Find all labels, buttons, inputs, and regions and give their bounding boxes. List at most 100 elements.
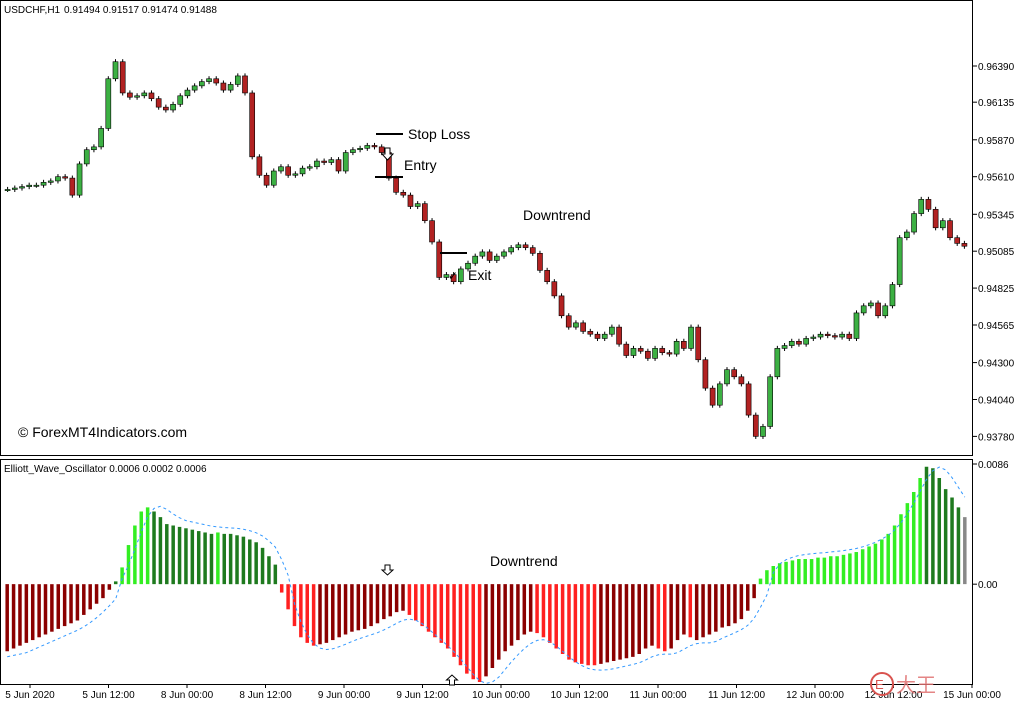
candle-body xyxy=(486,251,493,261)
candle-body xyxy=(774,348,781,378)
candle-body xyxy=(285,166,291,176)
candle-body xyxy=(573,322,579,328)
candle-body xyxy=(364,145,371,149)
candle-body xyxy=(422,203,428,221)
candle-body xyxy=(889,284,896,307)
oscillator-entry-arrow-icon xyxy=(380,564,395,576)
candle-body xyxy=(645,350,651,359)
candle-body xyxy=(493,255,500,261)
candle-body xyxy=(378,146,385,153)
candle-body xyxy=(637,348,644,352)
candle-body xyxy=(781,345,788,349)
candle-body xyxy=(155,98,162,108)
time-axis: 5 Jun 2020 5 Jun 12:00 8 Jun 00:00 8 Jun 12… xyxy=(5,684,1001,701)
candle-body xyxy=(112,61,119,80)
time-tick-label: 10 Jun 00:00 xyxy=(472,690,530,701)
candle-body xyxy=(932,209,939,229)
candle-body xyxy=(350,149,356,153)
candle-body xyxy=(882,305,889,317)
stop-loss-label: Stop Loss xyxy=(408,126,470,142)
candle-body xyxy=(414,203,421,207)
candle-body xyxy=(529,247,536,254)
candle-body xyxy=(472,255,479,264)
candle-body xyxy=(177,95,184,105)
time-tick-label: 8 Jun 00:00 xyxy=(161,690,214,701)
entry-label: Entry xyxy=(404,157,437,173)
candle-body xyxy=(940,220,946,229)
candle-body xyxy=(745,383,752,416)
candle-body xyxy=(479,251,486,257)
candle-body xyxy=(458,268,464,283)
time-tick-label: 12 Jun 00:00 xyxy=(786,690,844,701)
price-panel-frame xyxy=(0,0,973,456)
candle-body xyxy=(788,341,795,346)
time-tick-label: 10 Jun 12:00 xyxy=(551,690,609,701)
candle-body xyxy=(587,331,594,335)
candle-body xyxy=(666,352,673,355)
candle-body xyxy=(234,75,241,85)
ohlc-label: 0.91494 0.91517 0.91474 0.91488 xyxy=(64,5,217,16)
candle-body xyxy=(263,174,270,186)
candle-body xyxy=(875,302,881,317)
price-tick-label: 0.93780 xyxy=(978,432,1015,443)
watermark: © ForexMT4Indicators.com xyxy=(18,424,187,440)
price-tick-label: 0.95870 xyxy=(978,136,1015,147)
candle-body xyxy=(429,220,435,243)
candle-body xyxy=(817,333,824,338)
candle-body xyxy=(868,302,874,307)
candle-body xyxy=(400,191,407,196)
price-tick-label: 0.94825 xyxy=(978,284,1015,295)
exit-checkmark-icon: ✓ xyxy=(448,269,458,283)
candle-body xyxy=(278,166,284,172)
candle-body xyxy=(134,95,140,98)
candle-body xyxy=(256,156,263,176)
candle-body xyxy=(105,78,112,129)
candle-body xyxy=(752,414,759,437)
price-tick-label: 0.94565 xyxy=(978,321,1015,332)
entry-arrow-icon xyxy=(380,147,395,161)
osc-tick-label: 0.0086 xyxy=(978,460,1009,471)
candle-body xyxy=(738,376,745,385)
candle-body xyxy=(515,244,522,248)
candle-body xyxy=(609,326,615,335)
candle-body xyxy=(335,159,342,172)
candle-body xyxy=(709,387,716,406)
candle-body xyxy=(580,322,586,332)
candle-body xyxy=(558,295,565,317)
candle-body xyxy=(127,92,133,98)
candle-body xyxy=(450,274,457,283)
svg-text:E: E xyxy=(875,677,884,692)
candle-body xyxy=(11,187,18,190)
time-tick-label: 11 Jun 12:00 xyxy=(708,690,766,701)
candle-body xyxy=(91,146,97,151)
time-tick-label: 9 Jun 12:00 xyxy=(396,690,449,701)
candlestick-series xyxy=(4,59,968,439)
candle-body xyxy=(443,274,450,278)
candle-body xyxy=(371,145,378,148)
candle-body xyxy=(616,326,622,345)
candle-body xyxy=(565,315,572,328)
price-tick-label: 0.96390 xyxy=(978,62,1015,73)
candle-body xyxy=(522,244,529,248)
candle-body xyxy=(537,253,543,271)
candle-body xyxy=(40,182,47,186)
site-logo: E 大王 xyxy=(870,672,936,697)
candle-body xyxy=(213,78,220,84)
candle-body xyxy=(853,312,860,339)
candle-body xyxy=(249,92,256,158)
candle-body xyxy=(270,170,277,186)
candle-body xyxy=(832,335,838,338)
candle-body xyxy=(299,167,306,175)
candle-body xyxy=(33,184,40,187)
candle-body xyxy=(601,333,608,339)
price-tick-label: 0.96135 xyxy=(978,98,1015,109)
candle-body xyxy=(716,383,723,406)
candle-body xyxy=(306,166,313,169)
candle-body xyxy=(465,262,471,270)
candle-body xyxy=(724,369,730,385)
candle-body xyxy=(26,184,32,187)
price-tick-label: 0.95345 xyxy=(978,210,1015,221)
candle-body xyxy=(69,177,76,196)
candle-body xyxy=(623,343,630,356)
candle-body xyxy=(62,176,68,179)
